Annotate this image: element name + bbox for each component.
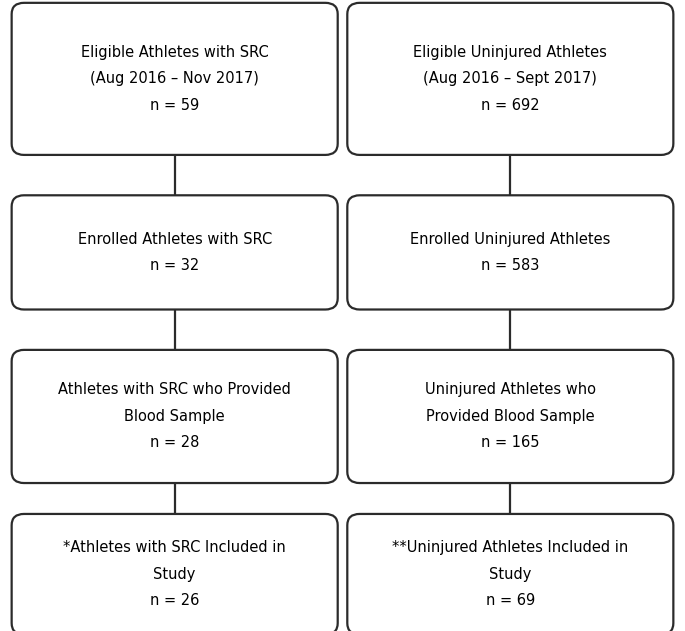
Text: Athletes with SRC who Provided: Athletes with SRC who Provided [58,382,291,398]
FancyBboxPatch shape [347,350,673,483]
Text: n = 28: n = 28 [150,435,199,451]
FancyBboxPatch shape [347,514,673,631]
Text: *Athletes with SRC Included in: *Athletes with SRC Included in [63,540,286,555]
Text: n = 165: n = 165 [481,435,540,451]
Text: n = 692: n = 692 [481,98,540,113]
Text: **Uninjured Athletes Included in: **Uninjured Athletes Included in [393,540,628,555]
Text: Uninjured Athletes who: Uninjured Athletes who [425,382,596,398]
Text: Blood Sample: Blood Sample [125,409,225,424]
Text: Study: Study [153,567,196,582]
Text: (Aug 2016 – Sept 2017): (Aug 2016 – Sept 2017) [423,71,597,86]
Text: Provided Blood Sample: Provided Blood Sample [426,409,595,424]
FancyBboxPatch shape [347,3,673,155]
Text: Enrolled Uninjured Athletes: Enrolled Uninjured Athletes [410,232,610,247]
FancyBboxPatch shape [12,350,338,483]
Text: Enrolled Athletes with SRC: Enrolled Athletes with SRC [77,232,272,247]
Text: n = 583: n = 583 [481,258,540,273]
Text: n = 69: n = 69 [486,593,535,608]
FancyBboxPatch shape [12,514,338,631]
FancyBboxPatch shape [12,3,338,155]
Text: Eligible Uninjured Athletes: Eligible Uninjured Athletes [413,45,608,60]
Text: n = 26: n = 26 [150,593,199,608]
FancyBboxPatch shape [347,196,673,310]
Text: Eligible Athletes with SRC: Eligible Athletes with SRC [81,45,269,60]
Text: Study: Study [489,567,532,582]
Text: n = 59: n = 59 [150,98,199,113]
Text: (Aug 2016 – Nov 2017): (Aug 2016 – Nov 2017) [90,71,259,86]
FancyBboxPatch shape [12,196,338,310]
Text: n = 32: n = 32 [150,258,199,273]
